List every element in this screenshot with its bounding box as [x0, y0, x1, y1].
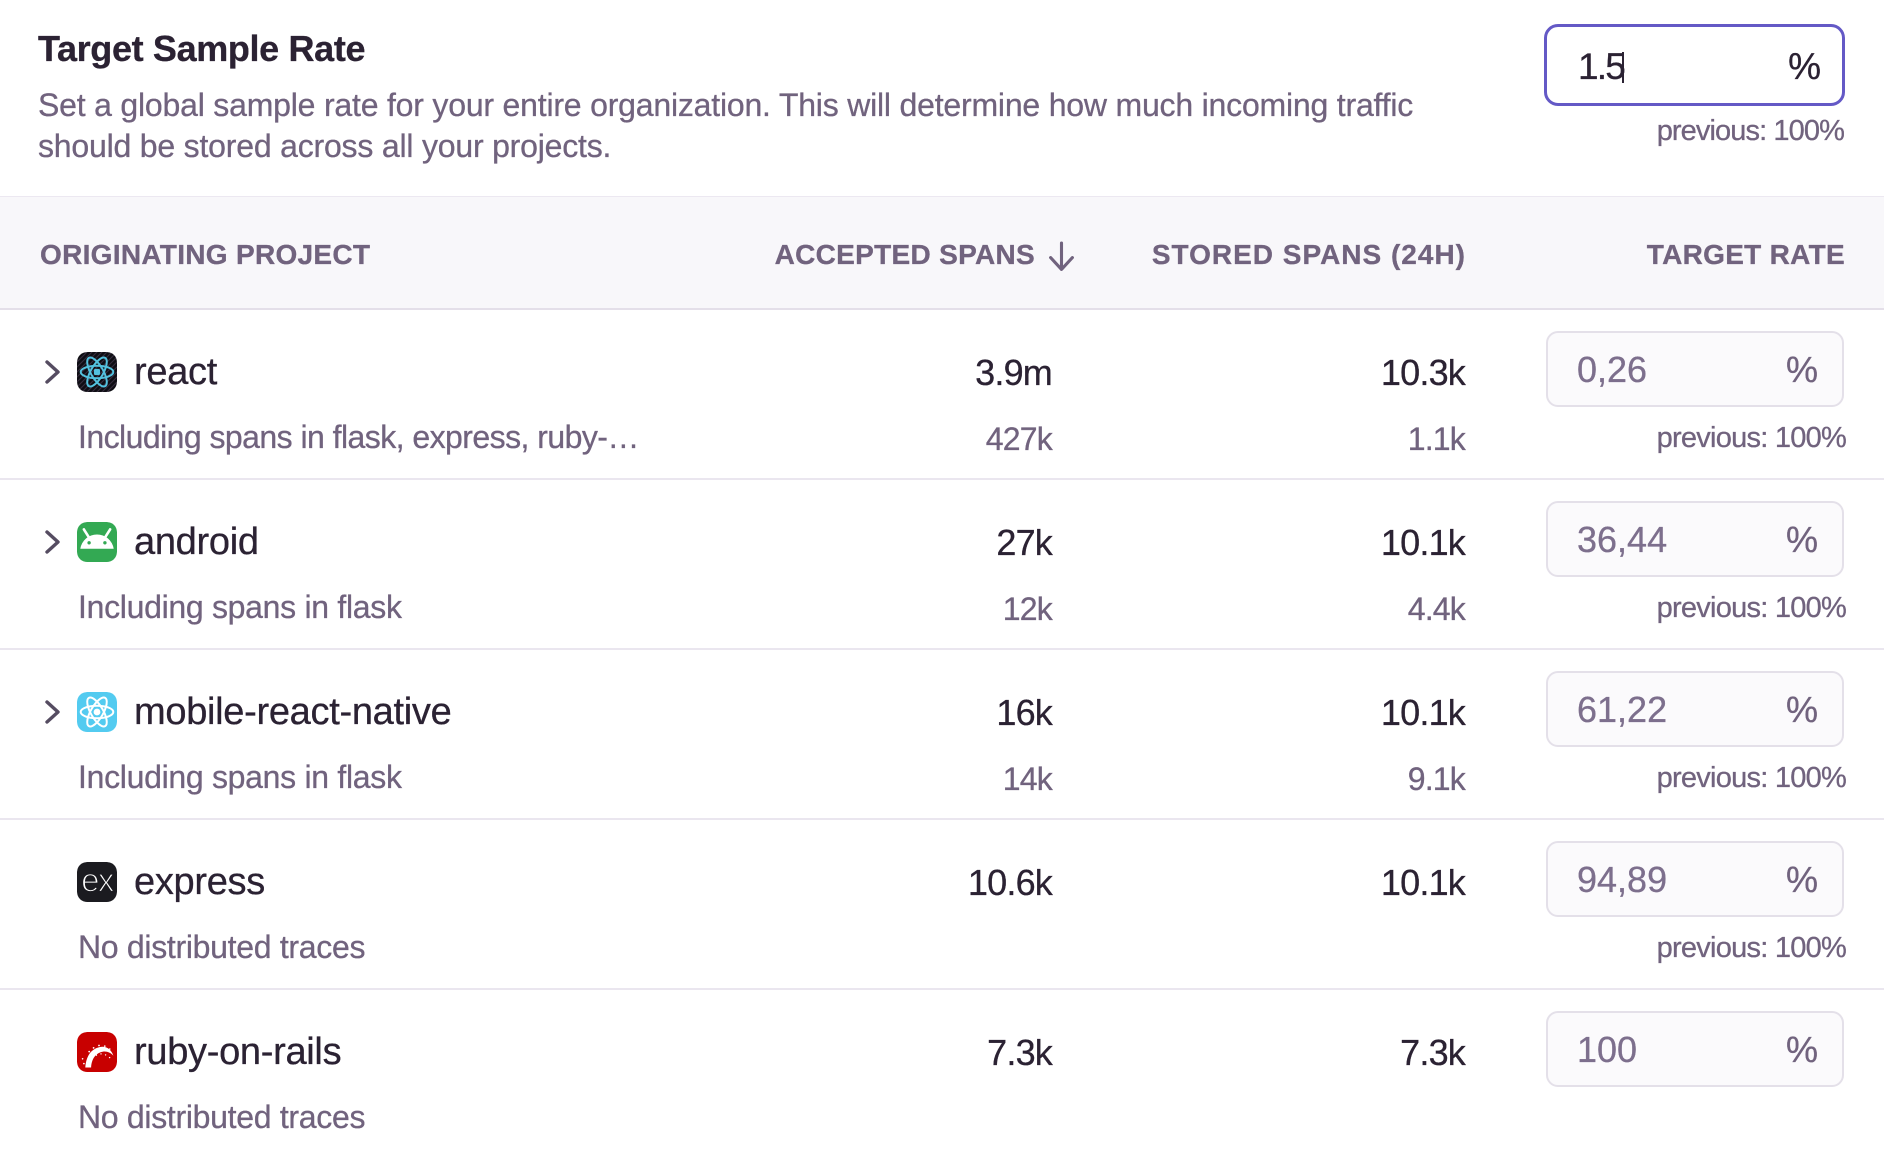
svg-text:ex: ex: [81, 862, 115, 899]
